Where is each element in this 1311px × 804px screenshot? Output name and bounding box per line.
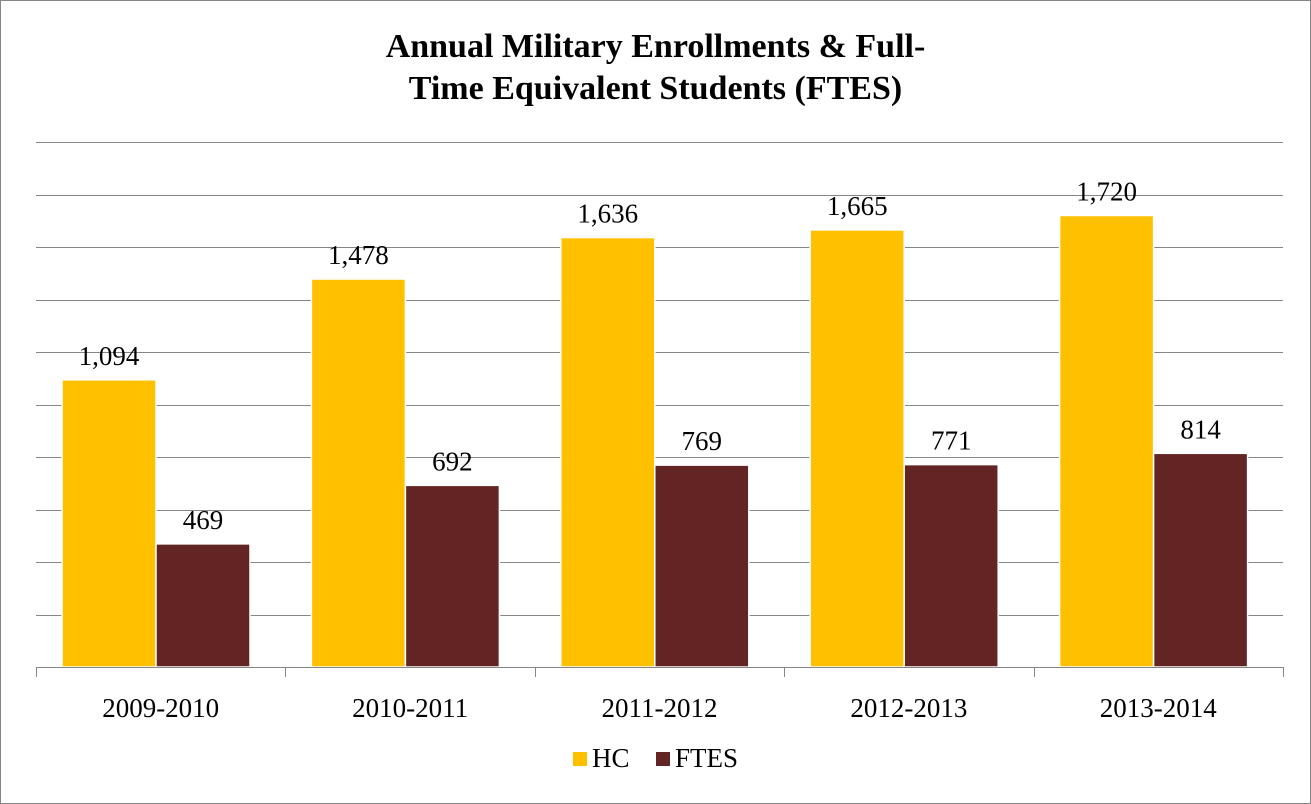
bar-ftes-2009-2010 <box>155 543 251 668</box>
bar-hc-2009-2010 <box>61 379 157 668</box>
bar-ftes-2012-2013 <box>903 463 999 668</box>
x-tick-label: 2009-2010 <box>102 693 219 723</box>
x-tick-label: 2012-2013 <box>850 693 967 723</box>
data-label: 1,636 <box>577 199 638 229</box>
data-label: 1,720 <box>1076 177 1137 207</box>
bar-hc-2013-2014 <box>1058 214 1155 668</box>
legend-swatch-hc <box>573 752 587 766</box>
data-label: 692 <box>432 446 473 476</box>
bar-ftes-2013-2014 <box>1152 452 1249 668</box>
chart-title-line-1: Annual Military Enrollments & Full- <box>385 28 926 65</box>
legend-swatch-ftes <box>656 752 670 766</box>
x-tick-label: 2011-2012 <box>602 693 718 723</box>
data-label: 814 <box>1180 414 1221 444</box>
data-label: 771 <box>931 426 972 456</box>
chart-title: Annual Military Enrollments & Full- Time… <box>0 26 1311 110</box>
legend-label-hc: HC <box>592 743 630 773</box>
bar-ftes-2011-2012 <box>654 464 750 668</box>
x-tick-label: 2010-2011 <box>352 693 468 723</box>
bar-ftes-2010-2011 <box>404 484 501 668</box>
data-label: 1,094 <box>79 341 140 371</box>
data-label: 1,665 <box>827 191 888 221</box>
chart-title-line-2: Time Equivalent Students (FTES) <box>408 70 903 107</box>
x-tick-label: 2013-2014 <box>1100 693 1217 723</box>
data-label: 1,478 <box>328 240 389 270</box>
legend-label-ftes: FTES <box>675 743 738 773</box>
data-label: 469 <box>183 505 224 535</box>
bar-hc-2012-2013 <box>809 229 905 668</box>
bar-hc-2011-2012 <box>560 236 656 668</box>
data-label: 769 <box>682 426 723 456</box>
bar-hc-2010-2011 <box>310 278 407 668</box>
